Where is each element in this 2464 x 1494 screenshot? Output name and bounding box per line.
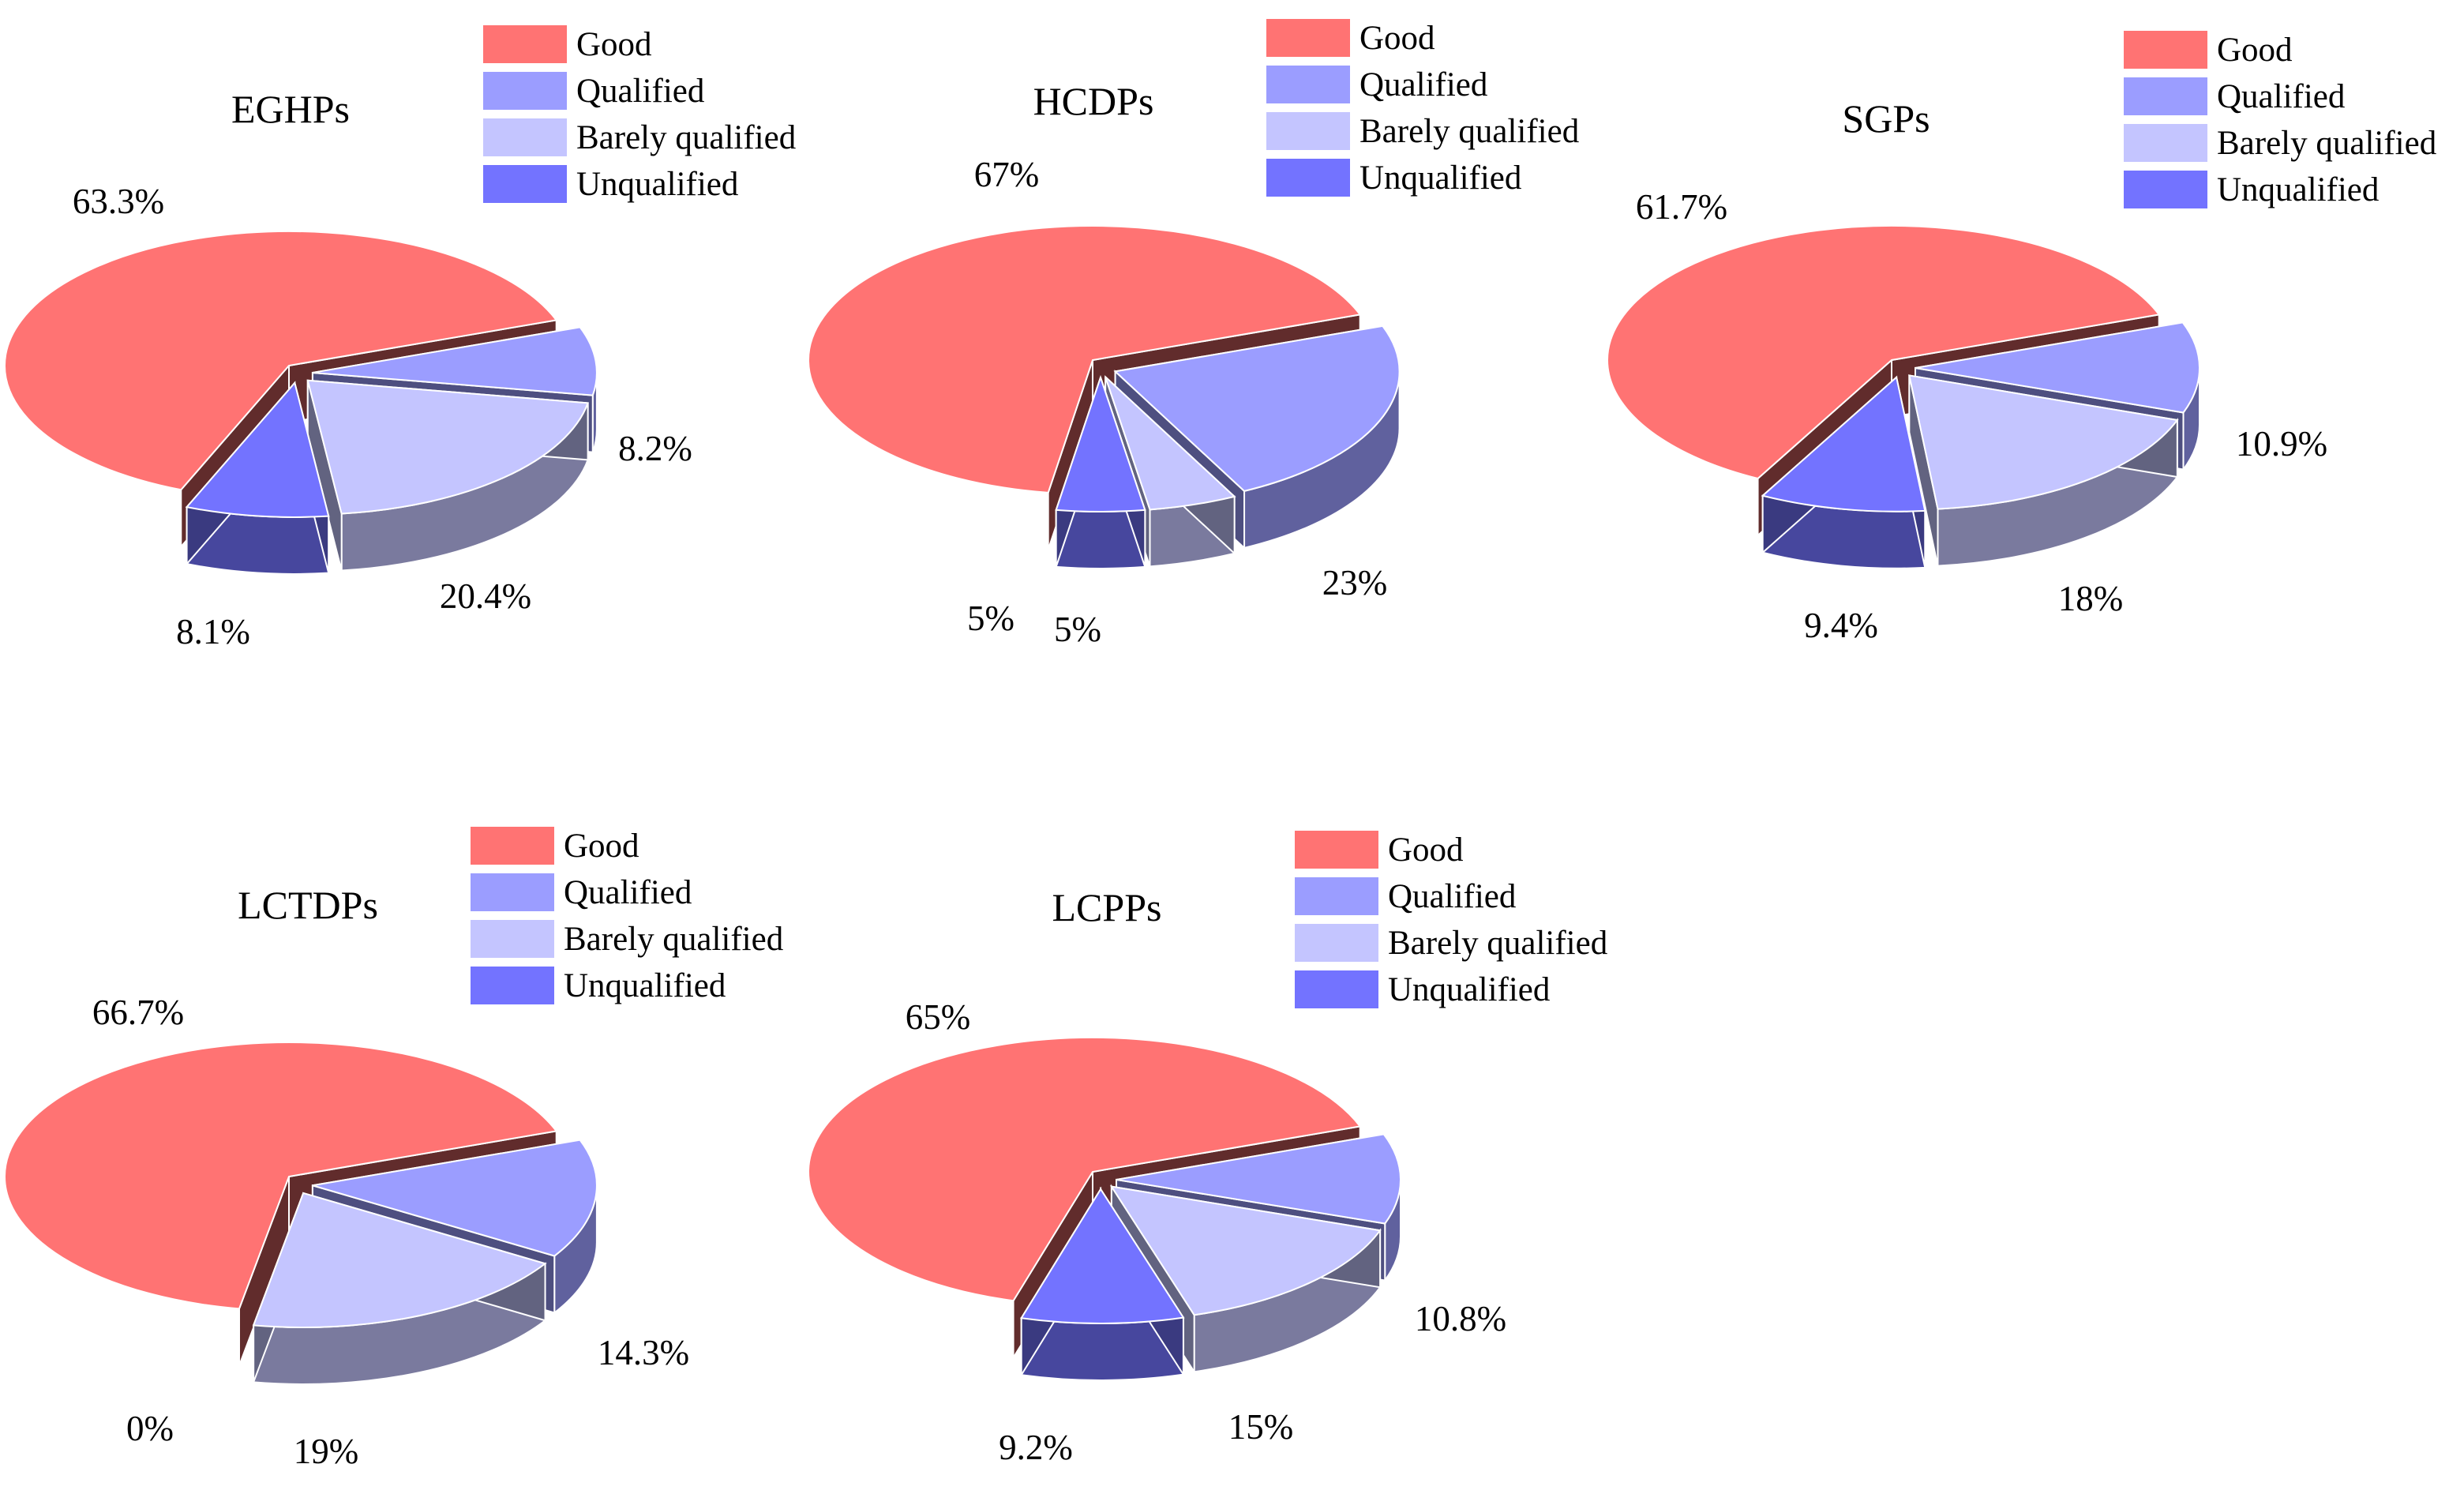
pie-lctdps: LCTDPs Good Qualified Barely qualified Unqua… [4, 827, 783, 1471]
legend-swatch-qualified [1266, 66, 1350, 103]
slice-top-unqualified [1761, 375, 1926, 512]
data-label-qualified: 8.2% [618, 429, 692, 468]
legend-swatch-unqualified [471, 967, 554, 1004]
pie-title: LCPPs [1052, 885, 1162, 929]
legend-swatch-unqualified [2124, 171, 2207, 208]
data-label-qualified: 14.3% [598, 1333, 689, 1372]
legend-swatch-qualified [1295, 877, 1378, 915]
legend-label-unqualified: Unqualified [1388, 971, 1550, 1008]
legend-swatch-good [2124, 31, 2207, 69]
legend-label-barely-qualified: Barely qualified [564, 921, 783, 958]
slice-top-qualified [1113, 325, 1401, 492]
legend-label-barely-qualified: Barely qualified [2217, 125, 2436, 162]
legend-label-good: Good [564, 828, 639, 865]
legend-label-unqualified: Unqualified [564, 967, 726, 1004]
pie-title: HCDPs [1033, 79, 1154, 123]
legend-label-qualified: Qualified [1360, 66, 1487, 103]
legend-label-qualified: Qualified [564, 874, 692, 911]
legend-swatch-barely-qualified [1266, 112, 1350, 150]
pie-eghps: EGHPs Good Qualified Barely qualified Unqual… [4, 25, 796, 651]
slice-top-qualified [1915, 321, 2201, 414]
data-label-unqualified: 5% [967, 599, 1014, 638]
legend-label-unqualified: Unqualified [576, 166, 738, 203]
legend-label-good: Good [1360, 20, 1435, 57]
data-label-unqualified: 8.1% [176, 612, 250, 651]
legend-label-barely-qualified: Barely qualified [1360, 113, 1579, 150]
data-label-qualified: 10.9% [2236, 424, 2327, 464]
slice-top-good [4, 230, 558, 491]
slice-barely-qualified [252, 1192, 547, 1385]
legend-swatch-barely-qualified [483, 118, 567, 156]
pie-hcdps: HCDPs Good Qualified Barely qualified Unqual… [808, 19, 1579, 649]
legend-label-good: Good [2217, 32, 2293, 69]
data-label-unqualified: 0% [126, 1409, 174, 1448]
legend-swatch-barely-qualified [471, 920, 554, 958]
slice-top-barely-qualified [1104, 376, 1236, 511]
legend-swatch-good [471, 827, 554, 865]
slice-top-qualified [1116, 1133, 1401, 1225]
slice-unqualified [1761, 375, 1926, 569]
data-label-qualified: 23% [1322, 563, 1388, 602]
pie-sgps: SGPs Good Qualified Barely qualified Unquali… [1607, 31, 2436, 645]
pie-title: LCTDPs [238, 883, 378, 927]
pie-title: SGPs [1842, 96, 1930, 141]
slice-top-good [808, 1037, 1362, 1302]
slice-top-barely-qualified [1908, 374, 2179, 510]
slice-unqualified [1020, 1186, 1185, 1381]
legend-swatch-qualified [471, 873, 554, 911]
legend-label-unqualified: Unqualified [1360, 160, 1521, 197]
data-label-unqualified: 9.2% [999, 1428, 1073, 1467]
slice-top-qualified [312, 1139, 598, 1257]
legend-label-barely-qualified: Barely qualified [1388, 925, 1607, 962]
data-label-good: 63.3% [73, 182, 164, 221]
legend-swatch-barely-qualified [2124, 124, 2207, 162]
legend-swatch-unqualified [483, 165, 567, 203]
pie-title: EGHPs [231, 87, 350, 131]
data-label-good: 67% [974, 155, 1040, 194]
legend-swatch-unqualified [1295, 970, 1378, 1008]
slice-top-good [808, 225, 1362, 494]
data-label-unqualified: 9.4% [1804, 606, 1878, 645]
data-label-qualified: 10.8% [1415, 1299, 1506, 1338]
legend-swatch-qualified [2124, 77, 2207, 115]
slice-top-barely-qualified [306, 379, 590, 515]
legend-swatch-good [1266, 19, 1350, 57]
pie-lcpps: LCPPs Good Qualified Barely qualified Unqual… [808, 831, 1607, 1467]
data-label-barely-qualified: 15% [1228, 1407, 1294, 1447]
data-label-barely-qualified: 18% [2058, 579, 2124, 618]
legend-label-good: Good [1388, 831, 1464, 869]
legend-label-unqualified: Unqualified [2217, 171, 2379, 208]
legend-label-qualified: Qualified [2217, 78, 2345, 115]
slice-top-good [1607, 225, 2161, 480]
slice-top-good [4, 1042, 558, 1310]
slice-top-unqualified [185, 381, 330, 518]
data-label-good: 65% [906, 997, 971, 1037]
legend-swatch-unqualified [1266, 159, 1350, 197]
slice-unqualified [1055, 374, 1146, 570]
data-label-barely-qualified: 20.4% [440, 576, 531, 616]
data-label-good: 61.7% [1636, 187, 1727, 227]
slice-top-barely-qualified [1109, 1185, 1382, 1316]
legend-swatch-barely-qualified [1295, 924, 1378, 962]
legend-swatch-qualified [483, 72, 567, 110]
slice-top-barely-qualified [252, 1192, 547, 1328]
legend-label-qualified: Qualified [576, 73, 704, 110]
data-label-good: 66.7% [92, 993, 184, 1032]
legend-swatch-good [483, 25, 567, 63]
legend-swatch-good [1295, 831, 1378, 869]
slice-barely-qualified [1908, 374, 2179, 567]
slice-top-qualified [312, 326, 598, 396]
slice-top-unqualified [1055, 374, 1146, 513]
slice-top-unqualified [1020, 1188, 1185, 1324]
legend-label-barely-qualified: Barely qualified [576, 119, 796, 156]
data-label-barely-qualified: 5% [1054, 610, 1101, 649]
slice-barely-qualified [306, 379, 590, 572]
slice-unqualified [185, 381, 330, 575]
data-label-barely-qualified: 19% [294, 1432, 359, 1471]
legend-label-good: Good [576, 26, 652, 63]
legend-label-qualified: Qualified [1388, 878, 1516, 915]
